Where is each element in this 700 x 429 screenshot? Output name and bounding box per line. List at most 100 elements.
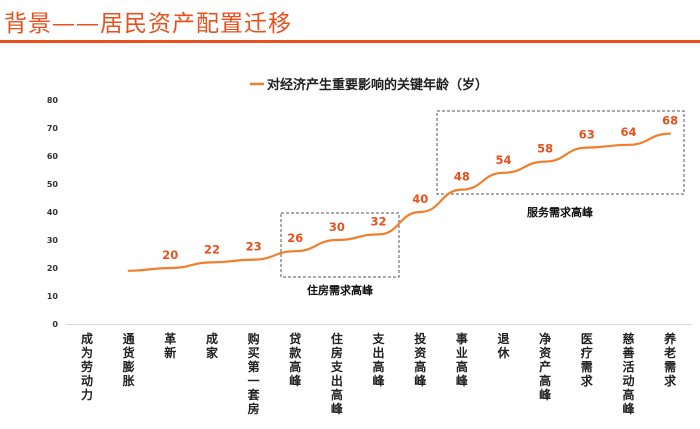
data-label: 23: [246, 240, 262, 254]
x-tick-label: 贷: [289, 331, 301, 346]
x-tick-label: 活: [622, 359, 634, 374]
x-tick-label: 住: [331, 331, 343, 346]
data-point: [544, 160, 547, 163]
annotation-box: [280, 212, 400, 278]
x-tick-label: 投: [414, 331, 426, 346]
x-tick-label: 买: [248, 346, 260, 360]
data-point: [294, 250, 297, 253]
x-tick-label: 峰: [289, 373, 302, 388]
x-tick-label: 休: [496, 345, 510, 360]
data-point: [669, 132, 672, 135]
x-tick-label: 高: [331, 387, 343, 402]
title-divider: [0, 40, 700, 43]
data-point: [210, 261, 213, 264]
x-tick-label: 求: [664, 373, 677, 388]
page-title: 背景——居民资产配置迁移: [4, 11, 292, 37]
data-label: 48: [454, 170, 470, 184]
x-tick-label: 动: [81, 374, 93, 388]
x-tick-label: 养: [663, 331, 676, 346]
x-tick-label: 需: [664, 360, 676, 374]
x-tick-label: 支: [372, 331, 386, 346]
data-label: 54: [495, 153, 511, 167]
y-tick-label: 40: [47, 208, 59, 217]
x-tick-label: 峰: [539, 387, 552, 402]
x-tick-label: 产: [539, 359, 551, 374]
legend-label: 对经济产生重要影响的关键年龄（岁）: [267, 77, 488, 93]
data-label: 63: [579, 128, 595, 142]
x-tick-label: 高: [622, 387, 634, 402]
data-point: [169, 267, 172, 269]
y-tick-label: 30: [47, 236, 59, 245]
x-tick-label: 款: [289, 345, 302, 360]
x-tick-label: 一: [248, 374, 260, 388]
x-tick-label: 套: [247, 387, 261, 402]
data-label: 22: [204, 242, 220, 256]
data-label: 64: [620, 125, 636, 139]
data-point: [335, 239, 338, 241]
x-tick-label: 为: [81, 345, 93, 360]
y-tick-label: 50: [47, 180, 59, 189]
data-point: [377, 233, 380, 236]
data-point: [460, 188, 463, 191]
x-tick-label: 事: [456, 331, 468, 346]
data-point: [252, 258, 255, 261]
x-tick-label: 资: [539, 345, 551, 360]
x-tick-label: 慈: [622, 331, 634, 346]
x-tick-label: 业: [456, 345, 468, 360]
x-tick-label: 力: [81, 387, 93, 402]
x-tick-label: 动: [622, 374, 634, 388]
x-tick-label: 高: [539, 373, 551, 388]
x-tick-label: 需: [581, 360, 593, 374]
x-tick-label: 高: [373, 359, 385, 374]
data-point: [627, 143, 630, 146]
y-tick-label: 0: [52, 320, 58, 329]
y-tick-label: 80: [47, 96, 59, 105]
series-line: [128, 132, 671, 272]
x-tick-label: 成: [206, 331, 218, 346]
annotation-box: [436, 110, 685, 195]
x-tick-label: 峰: [456, 373, 469, 388]
x-tick-label: 出: [373, 345, 385, 360]
x-tick-label: 疗: [581, 345, 593, 360]
data-label: 40: [412, 192, 428, 206]
x-tick-label: 通: [123, 331, 135, 346]
x-tick-label: 货: [123, 345, 135, 360]
x-tick-label: 退: [497, 332, 509, 346]
y-tick-label: 60: [47, 152, 59, 161]
x-tick-label: 劳: [81, 359, 93, 374]
data-point: [502, 171, 505, 174]
data-label: 58: [537, 142, 553, 156]
annotation-label: 住房需求高峰: [307, 283, 374, 297]
x-tick-label: 峰: [373, 373, 386, 388]
x-tick-label: 资: [414, 345, 426, 360]
x-tick-label: 高: [289, 359, 301, 374]
x-tick-label: 求: [581, 373, 594, 388]
x-tick-label: 购: [248, 331, 260, 346]
y-tick-label: 70: [47, 124, 59, 133]
data-label: 32: [371, 214, 387, 228]
x-tick-label: 成: [81, 331, 93, 346]
x-tick-label: 房: [331, 345, 343, 360]
x-tick-label: 高: [456, 359, 468, 374]
x-tick-label: 支: [330, 359, 344, 374]
x-tick-label: 峰: [622, 401, 635, 416]
x-tick-label: 医: [581, 332, 593, 346]
x-tick-label: 新: [164, 345, 176, 360]
x-tick-label: 房: [248, 401, 260, 416]
data-point: [127, 269, 130, 272]
x-tick-label: 老: [664, 345, 676, 360]
y-tick-label: 10: [47, 292, 59, 301]
data-label: 68: [662, 114, 678, 128]
y-tick-label: 20: [47, 264, 59, 273]
x-tick-label: 胀: [123, 373, 135, 388]
x-tick-label: 出: [331, 373, 343, 388]
x-tick-label: 膨: [122, 359, 135, 374]
x-tick-label: 善: [622, 345, 634, 360]
annotation-label: 服务需求高峰: [527, 205, 594, 219]
data-point: [585, 146, 588, 149]
x-tick-label: 第: [248, 359, 260, 374]
x-tick-label: 革: [164, 331, 176, 346]
x-tick-label: 高: [414, 359, 426, 374]
